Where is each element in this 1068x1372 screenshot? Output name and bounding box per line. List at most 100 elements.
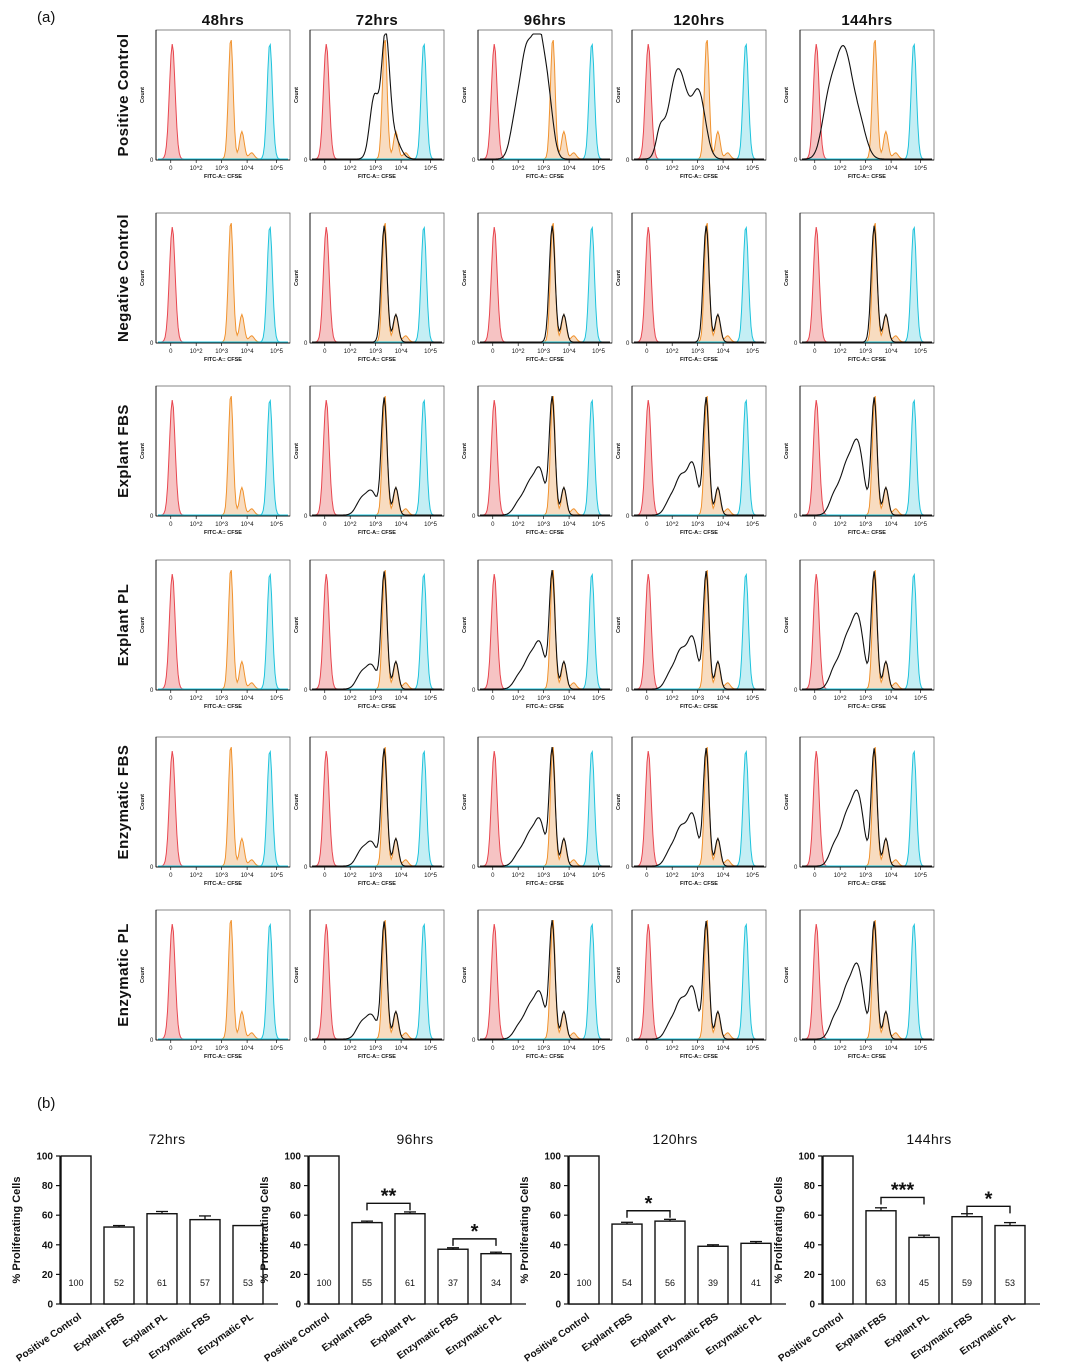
y-zero-tick: 0 <box>626 865 630 871</box>
y-zero-tick: 0 <box>304 865 308 871</box>
x-tick-label: 10^2 <box>344 696 357 702</box>
reference-peak <box>802 749 932 867</box>
row-title: Positive Control <box>115 33 132 156</box>
y-axis-label: Count <box>616 967 622 983</box>
x-axis-label: FITC-A:: CFSE <box>680 881 718 887</box>
x-tick-label: 10^5 <box>270 873 283 879</box>
bar-value-label: 61 <box>157 1278 167 1288</box>
x-axis-label: FITC-A:: CFSE <box>204 357 242 363</box>
x-tick-label: 10^4 <box>717 166 730 172</box>
x-axis-label: FITC-A:: CFSE <box>358 704 396 710</box>
x-tick-label: 0 <box>645 696 649 702</box>
x-tick-label: 10^5 <box>914 1046 927 1052</box>
y-zero-tick: 0 <box>472 158 476 164</box>
y-zero-tick: 0 <box>304 341 308 347</box>
x-tick-label: 10^3 <box>859 873 872 879</box>
x-tick-label: 10^4 <box>717 873 730 879</box>
x-category-label: Positive Control <box>777 1311 846 1364</box>
y-axis-label: Count <box>294 270 300 286</box>
y-axis-label: % Proliferating Cells <box>519 1177 531 1284</box>
x-category-label: Positive Control <box>263 1311 332 1364</box>
histogram-grid: 48hrs 72hrs 96hrs 120hrs 144hrs Positive Cont… <box>115 12 935 1060</box>
x-tick-label: 10^2 <box>834 349 847 355</box>
column-title: 96hrs <box>524 12 567 29</box>
x-tick-label: 10^5 <box>914 522 927 528</box>
y-tick-label: 40 <box>804 1240 816 1251</box>
x-axis-label: FITC-A:: CFSE <box>204 530 242 536</box>
x-tick-label: 10^2 <box>190 349 203 355</box>
y-tick-label: 60 <box>550 1211 562 1222</box>
y-axis-label: Count <box>140 794 146 810</box>
x-tick-label: 10^4 <box>395 696 408 702</box>
reference-peak <box>158 398 288 516</box>
x-tick-label: 10^5 <box>746 522 759 528</box>
x-tick-label: 10^5 <box>746 166 759 172</box>
x-tick-label: 10^4 <box>241 349 254 355</box>
x-tick-label: 10^2 <box>512 1046 525 1052</box>
bar <box>351 1221 383 1305</box>
x-tick-label: 10^3 <box>691 166 704 172</box>
x-tick-label: 10^3 <box>537 1046 550 1052</box>
x-tick-label: 10^5 <box>592 873 605 879</box>
x-axis-label: FITC-A:: CFSE <box>526 704 564 710</box>
x-tick-label: 0 <box>169 873 173 879</box>
x-tick-label: 10^5 <box>914 166 927 172</box>
bar-chart: 120hrs % Proliferating Cells 0 20 40 60 80 100 1… <box>519 1131 786 1364</box>
y-tick-label: 40 <box>290 1240 302 1251</box>
bar-value-label: 57 <box>200 1278 210 1288</box>
x-tick-label: 10^5 <box>592 696 605 702</box>
sample-curve <box>634 748 764 867</box>
column-title: 144hrs <box>841 12 892 29</box>
x-tick-label: 10^4 <box>241 522 254 528</box>
x-tick-label: 10^2 <box>834 166 847 172</box>
x-tick-label: 10^4 <box>563 522 576 528</box>
x-tick-label: 10^2 <box>344 349 357 355</box>
y-axis-label: Count <box>462 617 468 633</box>
row-title: Negative Control <box>115 214 132 342</box>
x-tick-label: 0 <box>813 696 817 702</box>
y-axis-label: Count <box>784 270 790 286</box>
y-tick-label: 100 <box>36 1152 53 1163</box>
x-tick-label: 10^5 <box>424 1046 437 1052</box>
sample-curve <box>802 225 932 343</box>
x-tick-label: 10^2 <box>834 696 847 702</box>
x-tick-label: 10^2 <box>512 696 525 702</box>
x-tick-label: 10^2 <box>666 696 679 702</box>
y-zero-tick: 0 <box>626 158 630 164</box>
x-tick-label: 10^3 <box>537 873 550 879</box>
reference-peak <box>158 42 288 160</box>
x-tick-label: 0 <box>813 873 817 879</box>
y-tick-label: 0 <box>47 1300 53 1311</box>
x-tick-label: 10^2 <box>512 522 525 528</box>
x-axis-label: FITC-A:: CFSE <box>358 530 396 536</box>
x-tick-label: 0 <box>645 873 649 879</box>
bar <box>822 1155 854 1305</box>
x-tick-label: 10^2 <box>344 522 357 528</box>
sample-curve <box>480 396 610 516</box>
x-axis-label: FITC-A:: CFSE <box>680 530 718 536</box>
x-tick-label: 10^3 <box>691 349 704 355</box>
x-tick-label: 10^3 <box>691 873 704 879</box>
x-tick-label: 10^4 <box>885 522 898 528</box>
y-tick-label: 80 <box>42 1181 54 1192</box>
x-tick-label: 10^3 <box>215 522 228 528</box>
x-axis-label: FITC-A:: CFSE <box>680 1054 718 1060</box>
y-axis-label: Count <box>462 270 468 286</box>
significance-bracket <box>966 1205 1011 1214</box>
bar-value-label: 100 <box>68 1278 83 1288</box>
x-axis-label: FITC-A:: CFSE <box>526 530 564 536</box>
significance-label: * <box>985 1188 993 1210</box>
x-tick-label: 10^3 <box>369 873 382 879</box>
bar-value-label: 54 <box>622 1278 632 1288</box>
x-tick-label: 10^4 <box>563 166 576 172</box>
x-tick-label: 10^4 <box>395 522 408 528</box>
x-tick-label: 10^4 <box>563 696 576 702</box>
significance-bracket <box>626 1210 671 1218</box>
